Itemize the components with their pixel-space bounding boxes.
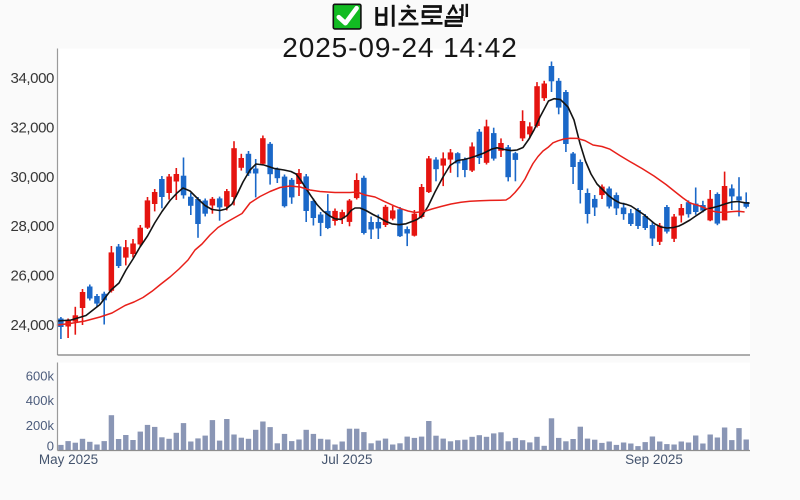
svg-text:400k: 400k <box>26 393 55 408</box>
svg-text:0: 0 <box>47 439 54 454</box>
svg-text:600k: 600k <box>26 369 55 384</box>
svg-text:26,000: 26,000 <box>11 268 55 285</box>
svg-text:Jul 2025: Jul 2025 <box>321 452 372 467</box>
svg-text:Sep 2025: Sep 2025 <box>625 452 683 467</box>
svg-text:24,000: 24,000 <box>11 317 55 334</box>
svg-text:May 2025: May 2025 <box>39 452 98 467</box>
svg-text:2025-09-24 14:42: 2025-09-24 14:42 <box>282 32 517 63</box>
svg-text:32,000: 32,000 <box>11 119 55 136</box>
svg-text:34,000: 34,000 <box>11 70 55 87</box>
svg-text:30,000: 30,000 <box>11 169 55 186</box>
svg-text:200k: 200k <box>26 418 55 433</box>
svg-text:28,000: 28,000 <box>11 218 55 235</box>
